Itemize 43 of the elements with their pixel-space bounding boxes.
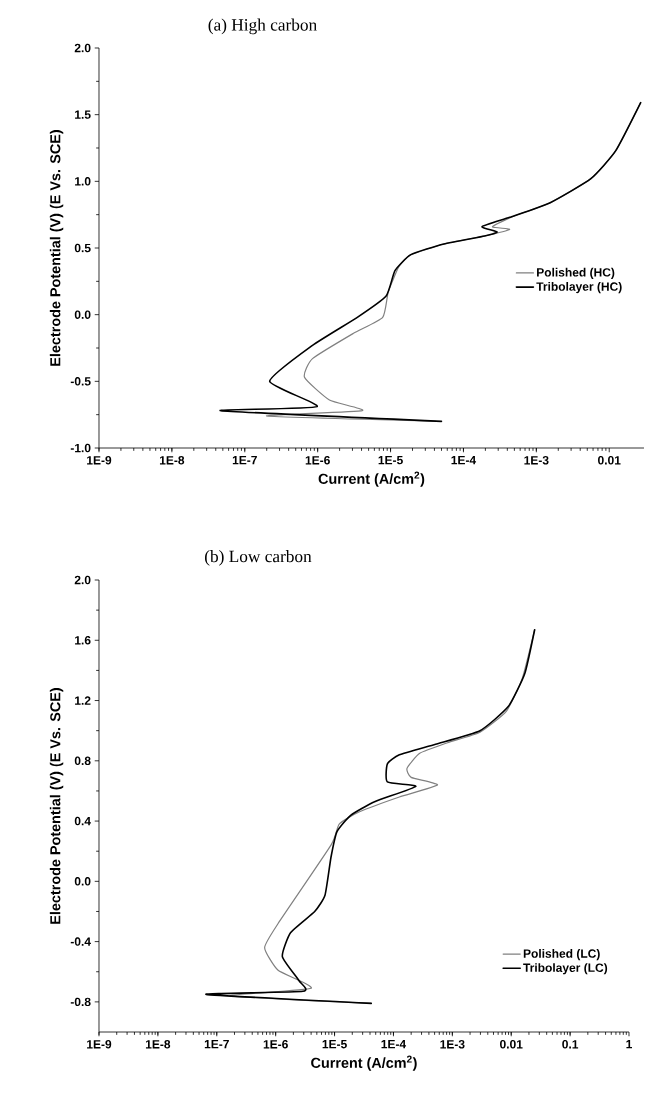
x-tick-label: 1E-3	[524, 456, 549, 465]
x-tick-label: 1E-5	[378, 456, 403, 465]
x-tick-label: 1E-5	[322, 1040, 347, 1049]
x-tick-label: 1E-9	[87, 1040, 112, 1049]
y-tick-label: 1.5	[75, 110, 91, 119]
x-tick-label: 1E-8	[159, 456, 185, 465]
y-tick-label: 0.5	[74, 243, 91, 253]
x-tick-label: 1E-7	[232, 456, 257, 465]
y-axis-title: Electrode Potential (V) (E Vs. SCE)	[49, 130, 64, 366]
x-tick-label: 1E-4	[451, 456, 477, 465]
y-tick-label: 0.8	[74, 756, 91, 766]
y-tick-label: 2.0	[74, 575, 91, 585]
legend-label: Tribolayer (LC)	[523, 963, 608, 975]
legend-label: Tribolayer (HC)	[536, 282, 622, 294]
y-tick-label: 0.0	[74, 877, 91, 886]
x-tick-label: 1E-8	[145, 1040, 171, 1049]
x-axis-title: Current (A/cm$^{2}$)	[318, 471, 425, 487]
y-tick-label: 1.6	[75, 636, 91, 645]
chart-title: (a) High carbon	[208, 18, 317, 35]
y-tick-label: -0.4	[70, 937, 91, 946]
y-tick-label: 0.0	[74, 310, 91, 319]
chart-title: (b) Low carbon	[205, 550, 312, 566]
x-tick-label: 1E-9	[87, 456, 112, 465]
x-tick-label: 1E-7	[204, 1040, 229, 1049]
x-tick-label: 0.01	[598, 456, 621, 465]
x-tick-label: 0.01	[500, 1040, 523, 1049]
y-tick-label: 1.2	[75, 696, 91, 705]
y-tick-label: 0.4	[74, 816, 91, 826]
x-tick-label: 1E-6	[305, 456, 330, 465]
y-tick-label: 2.0	[74, 43, 91, 53]
legend-label: Polished (HC)	[537, 267, 615, 279]
x-tick-label: 1	[626, 1040, 632, 1049]
y-tick-label: -0.8	[70, 997, 91, 1007]
x-tick-label: 1E-3	[440, 1040, 465, 1049]
y-axis-title: Electrode Potential (V) (E Vs. SCE)	[49, 688, 64, 924]
x-tick-label: 0.1	[562, 1040, 579, 1049]
y-tick-label: 1.0	[75, 177, 91, 186]
x-tick-label: 1E-4	[381, 1040, 407, 1049]
legend-label: Polished (LC)	[523, 948, 600, 961]
y-tick-label: -0.5	[70, 377, 91, 386]
x-axis-title: Current (A/cm$^{2}$)	[311, 1055, 417, 1071]
x-tick-label: 1E-6	[263, 1040, 288, 1049]
y-tick-label: -1.0	[70, 443, 91, 453]
